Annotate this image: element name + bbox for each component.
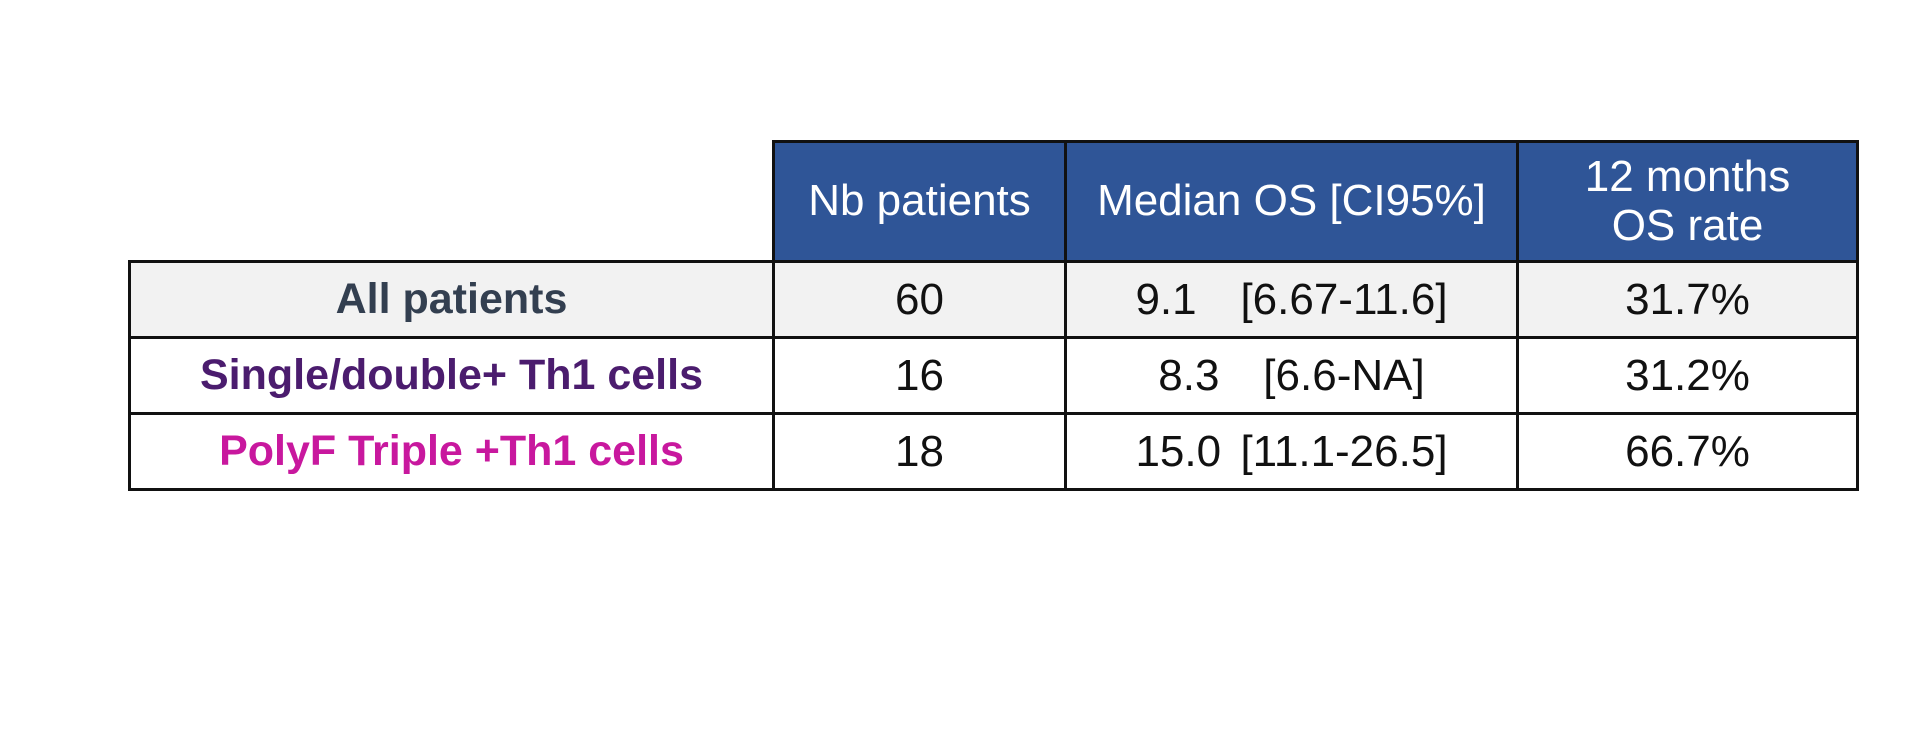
cell-os-rate-value: 31.7%	[1625, 274, 1750, 324]
row-label: Single/double+ Th1 cells	[128, 336, 775, 415]
header-os-rate-line2: OS rate	[1611, 200, 1764, 250]
row-label-text: All patients	[335, 275, 568, 323]
table-row-single-double-th1: Single/double+ Th1 cells 16 8.3 [6.6-NA] …	[128, 336, 1859, 415]
cell-nb-patients-value: 60	[895, 274, 944, 324]
header-nb-patients-label: Nb patients	[808, 176, 1031, 226]
cell-os-rate-value: 31.2%	[1625, 350, 1750, 400]
row-label: PolyF Triple +Th1 cells	[128, 412, 775, 491]
header-os-rate-line1: 12 months	[1584, 152, 1791, 202]
cell-median-os: 8.3 [6.6-NA]	[1064, 336, 1519, 415]
row-label-text: Single/double+ Th1 cells	[200, 351, 703, 399]
cell-median-os-ci: [6.6-NA]	[1263, 350, 1425, 400]
header-os-rate: 12 months OS rate	[1516, 140, 1859, 263]
cell-median-os-ci: [6.67-11.6]	[1240, 274, 1448, 324]
cell-median-os-ci: [11.1-26.5]	[1240, 426, 1448, 476]
header-median-os-label: Median OS [CI95%]	[1097, 176, 1486, 226]
cell-median-os-value: 8.3	[1158, 350, 1220, 400]
cell-median-os: 15.0 [11.1-26.5]	[1064, 412, 1519, 491]
header-median-os: Median OS [CI95%]	[1064, 140, 1519, 263]
cell-os-rate: 31.7%	[1516, 260, 1859, 339]
table-row-all-patients: All patients 60 9.1 [6.67-11.6] 31.7%	[128, 260, 1859, 339]
cell-os-rate-value: 66.7%	[1625, 426, 1750, 476]
cell-median-os-value: 15.0	[1135, 426, 1222, 476]
cell-nb-patients: 16	[772, 336, 1067, 415]
cell-os-rate: 31.2%	[1516, 336, 1859, 415]
table-row-polyf-triple-th1: PolyF Triple +Th1 cells 18 15.0 [11.1-26.…	[128, 412, 1859, 491]
cell-median-os-value: 9.1	[1135, 274, 1197, 324]
header-row: Nb patients Median OS [CI95%] 12 months …	[129, 140, 1859, 263]
cell-nb-patients-value: 18	[895, 426, 944, 476]
cell-median-os: 9.1 [6.67-11.6]	[1064, 260, 1519, 339]
cell-nb-patients: 18	[772, 412, 1067, 491]
row-label-text: PolyF Triple +Th1 cells	[219, 427, 684, 475]
header-nb-patients: Nb patients	[772, 140, 1067, 263]
row-label: All patients	[128, 260, 775, 339]
header-corner-blank	[129, 141, 774, 263]
survival-table: Nb patients Median OS [CI95%] 12 months …	[128, 140, 1859, 491]
cell-nb-patients: 60	[772, 260, 1067, 339]
cell-nb-patients-value: 16	[895, 350, 944, 400]
cell-os-rate: 66.7%	[1516, 412, 1859, 491]
